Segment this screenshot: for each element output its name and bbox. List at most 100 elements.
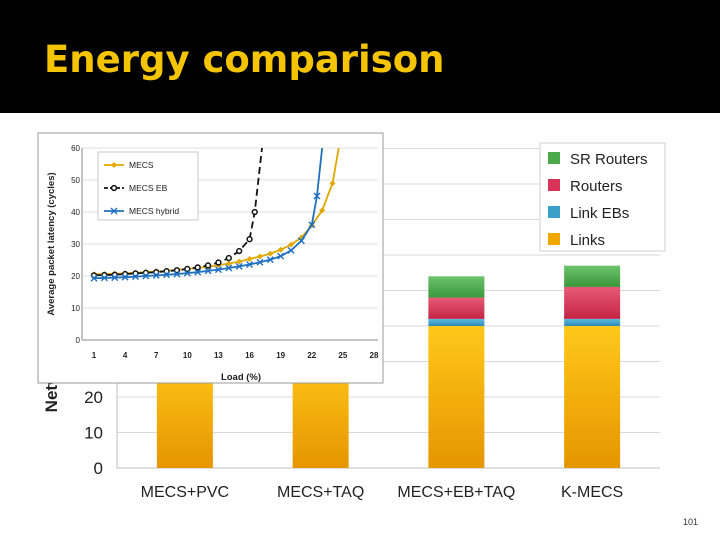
point-marker <box>225 264 233 272</box>
point-marker <box>173 267 181 274</box>
point-marker <box>266 256 274 264</box>
point-marker <box>236 247 243 255</box>
point-marker <box>131 273 139 281</box>
inset-x-axis-label: Load (%) <box>221 372 261 383</box>
inset-legend-label: MECS EB <box>129 183 168 193</box>
legend-swatch <box>548 179 560 191</box>
inset-x-tick-label: 13 <box>214 351 223 360</box>
bar-y-tick-label: 10 <box>84 424 103 443</box>
inset-y-tick-label: 50 <box>71 176 80 185</box>
inset-y-tick-label: 20 <box>71 272 80 281</box>
point-marker <box>110 207 118 215</box>
legend-box <box>539 142 666 252</box>
point-marker <box>152 271 160 279</box>
inset-x-tick-label: 19 <box>276 351 285 360</box>
point-marker <box>256 253 263 260</box>
bar-segment-links <box>564 326 621 468</box>
bar-segment-link-ebs <box>564 318 621 326</box>
bar-chart-legend: SR Routers Routers Link EBs Links <box>539 142 666 252</box>
point-marker <box>225 260 232 267</box>
point-marker <box>246 236 253 243</box>
point-marker <box>235 262 243 270</box>
inset-frame <box>37 132 384 384</box>
legend-swatch <box>548 206 560 218</box>
inset-legend-label: MECS <box>129 160 154 170</box>
bar-segment-routers <box>564 286 621 319</box>
point-marker <box>246 256 253 263</box>
point-marker <box>90 274 98 282</box>
point-marker <box>297 237 305 245</box>
point-marker <box>110 184 118 192</box>
point-marker <box>246 260 254 268</box>
point-marker <box>194 268 202 276</box>
point-marker <box>163 268 170 275</box>
point-marker <box>313 192 321 200</box>
legend-label: SR Routers <box>570 151 648 168</box>
point-marker <box>214 266 222 274</box>
point-marker <box>111 274 119 282</box>
point-marker <box>277 252 285 260</box>
inset-y-tick-label: 0 <box>76 336 81 345</box>
slide-title: Energy comparison <box>44 38 445 81</box>
inset-y-tick-label: 10 <box>71 304 80 313</box>
bar-category-label: MECS+TAQ <box>277 484 364 501</box>
point-marker <box>204 262 212 269</box>
point-marker <box>194 264 201 271</box>
point-marker <box>256 258 264 266</box>
point-marker <box>288 241 295 248</box>
inset-y-tick-label: 60 <box>71 144 80 153</box>
series-line <box>93 148 263 277</box>
point-marker <box>215 259 222 266</box>
inset-x-tick-label: 25 <box>338 351 347 360</box>
point-marker <box>236 258 243 265</box>
inset-x-tick-label: 4 <box>123 351 128 360</box>
inset-x-tick-label: 16 <box>245 351 254 360</box>
inset-x-tick-label: 7 <box>154 351 159 360</box>
bar-segment-links <box>428 326 485 468</box>
inset-y-tick-label: 30 <box>71 240 80 249</box>
point-marker <box>142 272 150 280</box>
line-series-mecs-hybrid <box>90 148 324 282</box>
latency-line-chart: 0 10 20 30 40 50 60 1 4 7 10 13 16 19 22 25 28 Load (%) Av… <box>37 132 384 384</box>
bar-category-label: K-MECS <box>561 484 623 501</box>
bar-segment-link-ebs <box>428 318 485 326</box>
bar-segment-routers <box>428 297 485 319</box>
inset-x-tick-label: 22 <box>307 351 316 360</box>
point-marker <box>204 267 212 275</box>
inset-y-axis-label: Average packet latency (cycles) <box>46 172 57 315</box>
inset-x-tick-label: 10 <box>183 351 192 360</box>
point-marker <box>277 246 284 253</box>
point-marker <box>287 246 295 254</box>
inset-x-tick-label: 28 <box>370 351 379 360</box>
legend-label: Link EBs <box>570 205 629 222</box>
point-marker <box>308 221 316 229</box>
point-marker <box>251 208 258 216</box>
title-bar: Energy comparison <box>0 0 720 113</box>
bar-y-tick-label: 0 <box>94 459 103 478</box>
bar-segment-sr-routers <box>428 276 485 298</box>
page-number: 101 <box>682 517 698 527</box>
point-marker <box>121 273 129 281</box>
point-marker <box>225 254 232 262</box>
point-marker <box>163 271 171 279</box>
point-marker <box>184 265 191 273</box>
legend-swatch <box>548 152 560 164</box>
legend-swatch <box>548 233 560 245</box>
point-marker <box>183 269 191 277</box>
bar-segment-sr-routers <box>564 265 621 287</box>
inset-x-tick-label: 1 <box>92 351 97 360</box>
bar-category-label: MECS+EB+TAQ <box>397 484 515 501</box>
point-marker <box>111 162 117 168</box>
legend-label: Routers <box>570 178 623 195</box>
bar-category-label: MECS+PVC <box>141 484 229 501</box>
point-marker <box>100 274 108 282</box>
point-marker <box>173 270 181 278</box>
point-marker <box>329 180 336 187</box>
point-marker <box>319 207 326 214</box>
bar-y-tick-label: 20 <box>84 388 103 407</box>
inset-y-tick-label: 40 <box>71 208 80 217</box>
point-marker <box>267 250 274 257</box>
legend-label: Links <box>570 232 605 249</box>
inset-legend-label: MECS hybrid <box>129 206 179 216</box>
